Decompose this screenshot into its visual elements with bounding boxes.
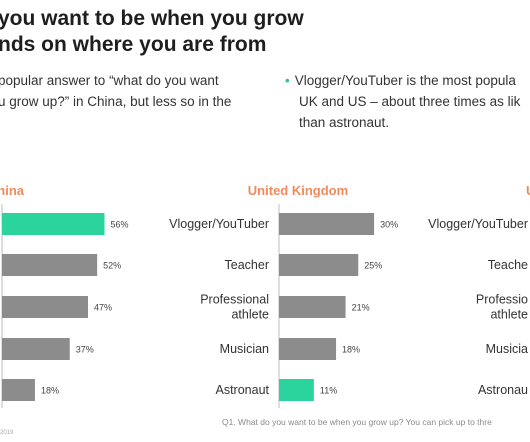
bullet-left: popular answer to “what do you want u gr… — [0, 70, 248, 112]
bar-uk-0 — [279, 213, 375, 235]
value-label-china-0: 56% — [110, 220, 128, 230]
category-label-uk-2-0: Professional — [200, 293, 269, 307]
bullet-right: • Vlogger/YouTuber is the most popula UK … — [285, 70, 530, 133]
value-label-uk-4: 11% — [320, 386, 337, 396]
category-label-uk-4: Astronaut — [215, 383, 269, 397]
category-label-us-3: Musicia — [486, 342, 528, 356]
title-line-1: you want to be when you grow — [0, 7, 304, 30]
bullet-right-line-3: than astronaut. — [299, 115, 390, 130]
category-label-us-1: Teache — [488, 258, 528, 272]
bullet-dot-icon: • — [285, 73, 290, 88]
bar-uk-1 — [279, 254, 359, 276]
category-label-us-0: Vlogger/YouTuber — [428, 217, 528, 231]
footnote: Q1. What do you want to be when you grow… — [222, 417, 492, 427]
category-label-us-2-1: athlete — [490, 308, 528, 322]
bar-uk-3 — [279, 338, 337, 360]
title-line-2: nds on where you are from — [0, 33, 267, 56]
bar-china-0 — [2, 213, 105, 235]
value-label-uk-3: 18% — [342, 345, 360, 355]
value-label-uk-1: 25% — [364, 261, 382, 271]
bullet-left-line-2: u grow up?” in China, but less so in the — [0, 94, 232, 109]
bar-china-1 — [2, 254, 98, 276]
value-label-china-4: 18% — [41, 386, 59, 396]
category-label-us-4: Astronau — [478, 383, 528, 397]
bar-china-2 — [2, 296, 89, 318]
bar-china-3 — [2, 338, 70, 360]
bar-uk-2 — [279, 296, 346, 318]
bullet-right-line-1: Vlogger/YouTuber is the most popula — [294, 73, 516, 88]
value-label-uk-0: 30% — [380, 220, 398, 230]
value-label-china-1: 52% — [103, 261, 121, 271]
panel-title-us: U — [526, 183, 530, 198]
panel-title-china: hina — [0, 183, 25, 198]
bullet-right-line-2: UK and US – about three times as lik — [299, 94, 521, 109]
category-label-uk-3: Musician — [220, 342, 269, 356]
category-label-uk-2-1: athlete — [231, 308, 269, 322]
bar-uk-4 — [279, 379, 314, 401]
category-label-uk-0: Vlogger/YouTuber — [169, 217, 269, 231]
value-label-china-3: 37% — [76, 345, 94, 355]
footnote-left: 2019 — [0, 430, 14, 436]
page-title: you want to be when you grow nds on wher… — [0, 6, 304, 58]
category-label-uk-1: Teacher — [225, 258, 269, 272]
value-label-china-2: 47% — [94, 303, 112, 313]
bar-china-4 — [2, 379, 35, 401]
category-label-us-2-0: Professio — [476, 293, 528, 307]
panel-title-uk: United Kingdom — [248, 183, 348, 198]
bullet-left-line-1: popular answer to “what do you want — [0, 73, 219, 88]
value-label-uk-2: 21% — [352, 303, 370, 313]
